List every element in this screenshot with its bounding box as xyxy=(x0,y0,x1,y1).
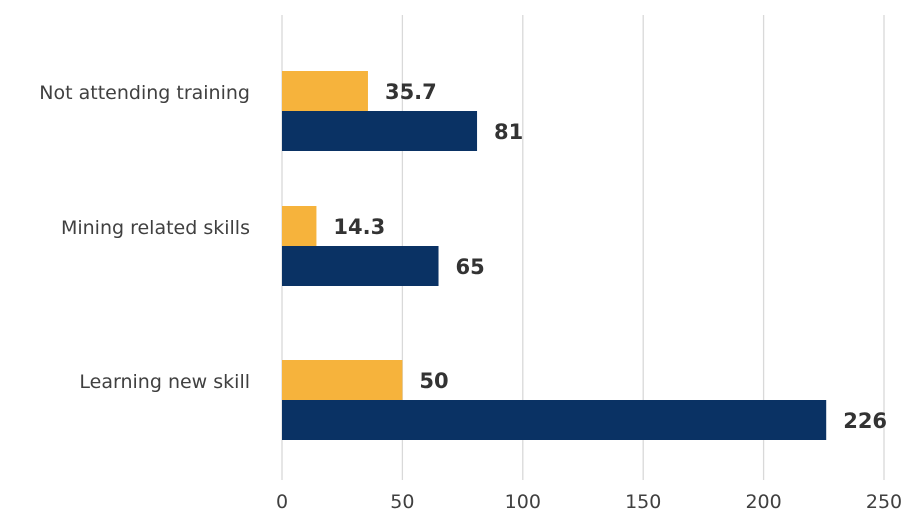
data-label-series1-cat2: 226 xyxy=(843,409,887,433)
data-label-series1-cat0: 81 xyxy=(494,120,523,144)
x-tick-label-1: 50 xyxy=(390,491,414,513)
bars xyxy=(282,71,827,440)
data-label-series1-cat1: 65 xyxy=(456,255,485,279)
category-labels: Not attending training Mining related ski… xyxy=(39,82,250,393)
bar-series1-cat1 xyxy=(282,246,439,286)
bar-series0-cat1 xyxy=(282,206,317,246)
data-label-series0-cat1: 14.3 xyxy=(333,215,385,239)
x-tick-label-0: 0 xyxy=(276,491,288,513)
data-label-series0-cat2: 50 xyxy=(419,369,448,393)
category-label-2: Learning new skill xyxy=(79,371,250,393)
category-label-0: Not attending training xyxy=(39,82,250,104)
bar-series1-cat2 xyxy=(282,400,827,440)
x-tick-label-3: 150 xyxy=(625,491,661,513)
bar-series1-cat0 xyxy=(282,111,478,151)
x-tick-label-5: 250 xyxy=(866,491,902,513)
category-label-1: Mining related skills xyxy=(61,217,250,239)
bar-series0-cat0 xyxy=(282,71,368,111)
x-tick-label-4: 200 xyxy=(745,491,781,513)
x-tick-label-2: 100 xyxy=(505,491,541,513)
data-labels: 35.7 81 14.3 65 50 226 xyxy=(333,80,887,433)
data-label-series0-cat0: 35.7 xyxy=(385,80,437,104)
x-axis-tick-labels: 0 50 100 150 200 250 xyxy=(276,491,902,513)
bar-series0-cat2 xyxy=(282,360,403,400)
